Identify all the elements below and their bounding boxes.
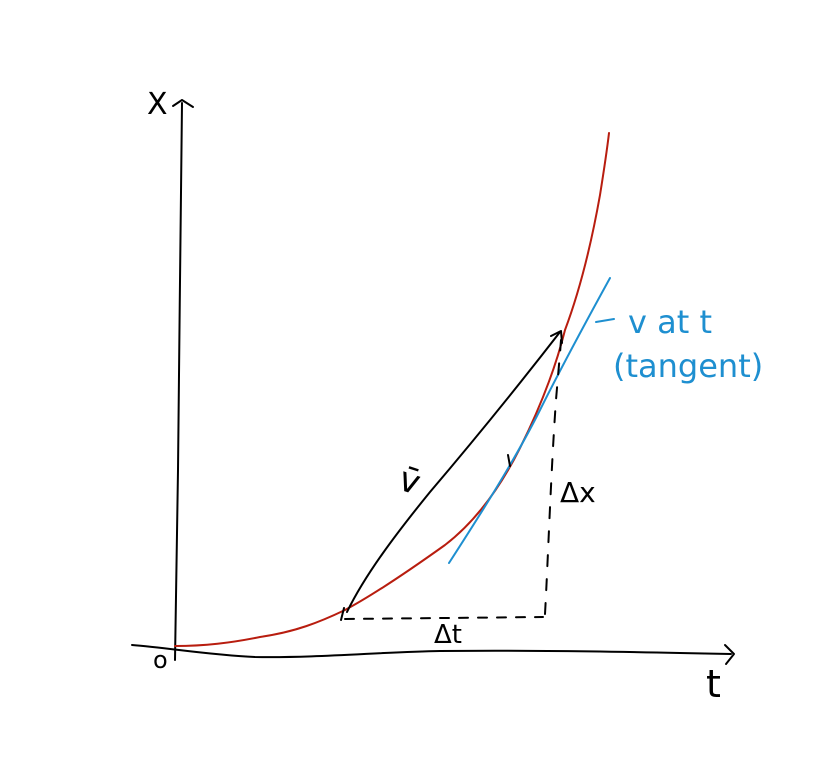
secant-line: [346, 331, 561, 613]
y-axis-label: X: [147, 87, 168, 122]
delta-t-dashed-line: [344, 616, 544, 620]
secant-start-tick: [340, 607, 345, 621]
tangent-label-line1: v at t: [628, 303, 712, 341]
secant-label: v̄: [394, 459, 426, 503]
delta-x-dashed-line: [544, 339, 562, 615]
y-axis-arrowhead: [172, 99, 194, 108]
x-axis-label: t: [706, 662, 721, 706]
tangent-label-line2: (tangent): [613, 347, 763, 385]
secant-arrowhead: [550, 330, 563, 344]
y-axis: [174, 102, 183, 661]
delta-t-label: Δt: [434, 620, 462, 650]
x-axis-arrowhead: [724, 644, 735, 665]
x-axis: [131, 644, 732, 659]
tangent-point-tick: [507, 454, 511, 467]
tangent-line: [448, 277, 611, 564]
tangent-label-dash: [595, 318, 615, 323]
origin-label: o: [153, 646, 168, 674]
delta-x-label: Δx: [560, 476, 596, 509]
position-curve: [174, 132, 610, 647]
